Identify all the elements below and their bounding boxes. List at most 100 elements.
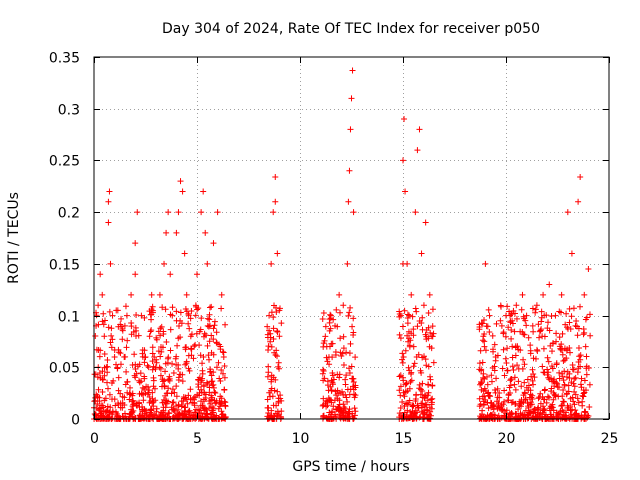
data-point xyxy=(175,374,182,381)
x-axis-label: GPS time / hours xyxy=(292,459,409,475)
data-point xyxy=(476,395,483,402)
data-point xyxy=(411,360,418,367)
data-point xyxy=(268,260,275,267)
data-point xyxy=(139,384,146,391)
y-tick-label: 0.2 xyxy=(58,206,80,222)
data-point xyxy=(132,271,139,278)
data-point xyxy=(328,399,335,406)
data-point xyxy=(175,365,182,372)
data-point xyxy=(423,362,430,369)
data-point xyxy=(528,401,535,408)
data-point xyxy=(347,126,354,133)
data-point xyxy=(132,365,139,372)
data-point xyxy=(429,323,436,330)
data-point xyxy=(115,387,122,394)
data-point xyxy=(332,322,339,329)
data-point xyxy=(108,332,115,339)
data-point xyxy=(397,383,404,390)
data-point xyxy=(192,312,199,319)
data-point xyxy=(157,372,164,379)
data-point xyxy=(507,382,514,389)
data-point xyxy=(201,330,208,337)
data-point xyxy=(269,393,276,400)
data-point xyxy=(265,363,272,370)
data-point xyxy=(174,342,181,349)
data-point xyxy=(512,386,519,393)
data-point xyxy=(119,336,126,343)
data-point xyxy=(575,359,582,366)
data-point xyxy=(501,372,508,379)
data-point xyxy=(548,385,555,392)
data-point xyxy=(105,198,112,205)
data-point xyxy=(169,312,176,319)
data-point xyxy=(173,361,180,368)
data-point xyxy=(334,387,341,394)
data-point xyxy=(197,326,204,333)
data-point xyxy=(273,347,280,354)
data-point xyxy=(408,377,415,384)
data-point xyxy=(511,328,518,335)
data-point xyxy=(493,320,500,327)
data-point xyxy=(322,400,329,407)
data-point xyxy=(181,404,188,411)
data-point xyxy=(330,316,337,323)
data-point xyxy=(510,367,517,374)
data-point xyxy=(553,414,560,421)
data-point xyxy=(554,380,561,387)
data-point xyxy=(208,410,215,417)
data-point xyxy=(268,376,275,383)
data-point xyxy=(426,404,433,411)
data-point xyxy=(323,414,330,421)
data-point xyxy=(173,317,180,324)
data-point xyxy=(482,347,489,354)
data-point xyxy=(400,377,407,384)
data-point xyxy=(187,396,194,403)
data-point xyxy=(200,398,207,405)
data-point xyxy=(580,387,587,394)
data-point xyxy=(424,397,431,404)
data-point xyxy=(428,396,435,403)
data-point xyxy=(415,351,422,358)
data-point xyxy=(204,315,211,322)
data-point xyxy=(155,348,162,355)
data-point xyxy=(414,147,421,154)
data-point xyxy=(216,375,223,382)
data-point xyxy=(156,291,163,298)
data-point xyxy=(407,378,414,385)
data-point xyxy=(266,312,273,319)
data-point xyxy=(114,412,121,419)
data-point xyxy=(482,260,489,267)
data-point xyxy=(515,365,522,372)
data-point xyxy=(582,409,589,416)
data-point xyxy=(521,389,528,396)
data-point xyxy=(419,326,426,333)
data-point xyxy=(182,346,189,353)
data-point xyxy=(581,408,588,415)
data-point xyxy=(217,343,224,350)
data-point xyxy=(552,392,559,399)
data-point xyxy=(181,250,188,257)
data-point xyxy=(540,291,547,298)
data-point xyxy=(138,378,145,385)
data-point xyxy=(399,350,406,357)
data-point xyxy=(209,378,216,385)
data-point xyxy=(428,333,435,340)
data-point xyxy=(273,309,280,316)
data-point xyxy=(554,383,561,390)
data-point xyxy=(200,353,207,360)
data-point xyxy=(139,407,146,414)
data-point xyxy=(581,291,588,298)
data-point xyxy=(402,381,409,388)
data-point xyxy=(347,386,354,393)
data-point xyxy=(204,380,211,387)
x-tick-label: 10 xyxy=(292,431,310,447)
data-point xyxy=(121,322,128,329)
data-point xyxy=(532,409,539,416)
data-point xyxy=(147,328,154,335)
data-point xyxy=(208,397,215,404)
data-point xyxy=(173,393,180,400)
data-point xyxy=(549,348,556,355)
data-point xyxy=(165,376,172,383)
data-point xyxy=(486,312,493,319)
data-point xyxy=(206,356,213,363)
